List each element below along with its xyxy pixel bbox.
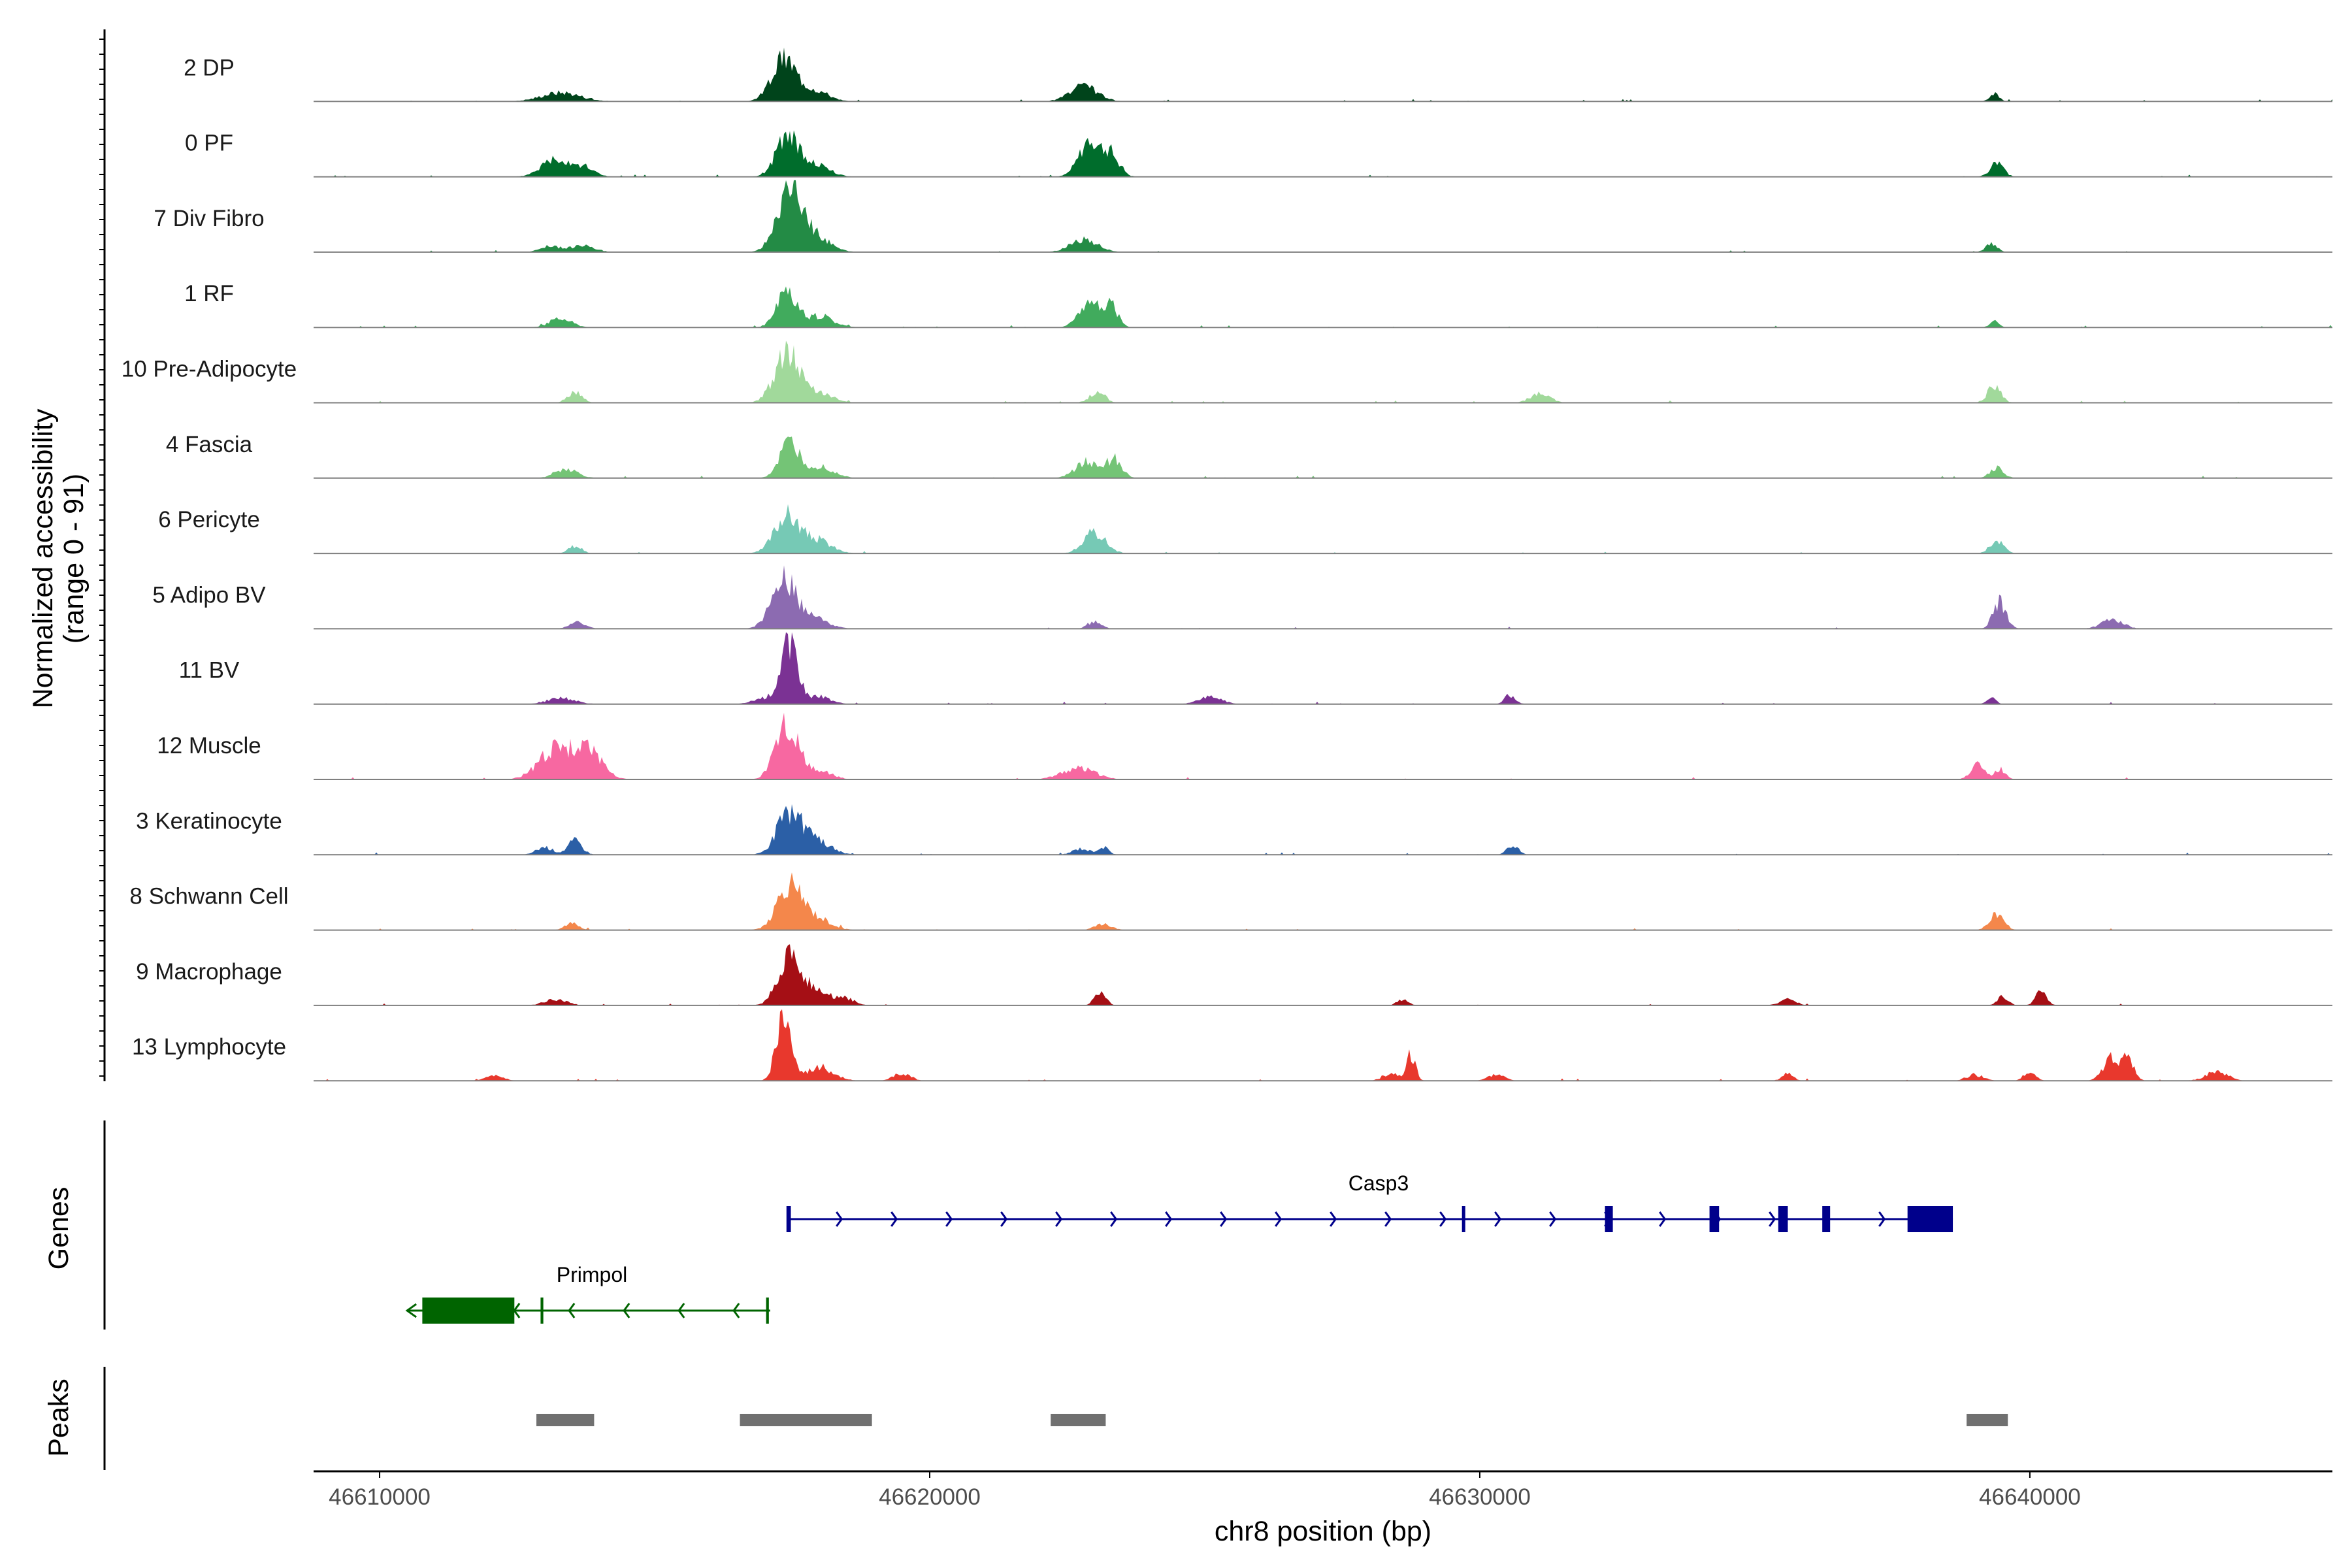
y-axis-title-line1: Normalized accessibility <box>27 408 59 708</box>
peak-region <box>536 1414 595 1426</box>
track-8-schwann-cell: 8 Schwann Cell <box>129 872 2332 931</box>
x-axis: 46610000 46620000 46630000 46640000 <box>314 1470 2332 1510</box>
track-label: 1 RF <box>184 281 234 306</box>
track-signal <box>314 565 2332 629</box>
peaks-panel <box>103 1367 2008 1470</box>
strand-arrow <box>836 1211 843 1227</box>
track-label: 13 Lymphocyte <box>132 1034 286 1060</box>
track-5-adipo-bv: 5 Adipo BV <box>152 565 2332 630</box>
strand-arrow <box>732 1303 740 1318</box>
track-label: 4 Fascia <box>166 432 253 457</box>
gene-cds-block <box>1779 1206 1788 1232</box>
track-7-div-fibro: 7 Div Fibro <box>154 180 2332 253</box>
strand-arrow <box>568 1303 576 1318</box>
track-label: 12 Muscle <box>157 733 261 759</box>
gene-cds-block <box>1710 1206 1720 1232</box>
gene-cds-block <box>1823 1206 1831 1232</box>
track-label: 6 Pericyte <box>158 507 260 532</box>
track-signal <box>314 804 2332 855</box>
gene-casp3: Casp3 <box>786 1171 1953 1232</box>
track-label: 0 PF <box>185 131 233 156</box>
accessibility-tracks: 2 DP 0 PF 7 Div Fibro 1 RF 10 Pre-Adipocyte 4… <box>122 47 2332 1082</box>
track-11-bv: 11 BV <box>179 632 2332 705</box>
strand-arrow <box>1165 1211 1173 1227</box>
strand-arrow <box>678 1303 685 1318</box>
strand-arrow <box>1330 1211 1337 1227</box>
strand-arrow <box>1000 1211 1008 1227</box>
strand-arrow <box>1878 1211 1886 1227</box>
strand-arrow <box>1275 1211 1282 1227</box>
gene-cds-block <box>423 1298 515 1324</box>
gene-exon <box>786 1206 791 1232</box>
strand-arrow <box>890 1211 898 1227</box>
strand-arrow <box>1384 1211 1392 1227</box>
track-label: 11 BV <box>179 658 240 683</box>
x-axis-title: chr8 position (bp) <box>1215 1516 1431 1547</box>
x-tick-label: 46620000 <box>879 1484 981 1510</box>
track-signal <box>314 712 2332 779</box>
gene-primpol: Primpol <box>405 1263 770 1324</box>
y-axis <box>99 29 106 1081</box>
track-label: 9 Macrophage <box>136 959 282 985</box>
strand-arrow <box>1110 1211 1118 1227</box>
track-label: 10 Pre-Adipocyte <box>122 357 297 382</box>
track-signal <box>314 130 2332 177</box>
track-12-muscle: 12 Muscle <box>157 712 2332 780</box>
track-4-fascia: 4 Fascia <box>166 432 2332 479</box>
strand-arrow <box>1494 1211 1502 1227</box>
track-signal <box>314 286 2332 328</box>
track-3-keratinocyte: 3 Keratinocyte <box>136 804 2332 856</box>
peak-region <box>740 1414 872 1426</box>
track-label: 5 Adipo BV <box>152 582 266 608</box>
genes-panel-title: Genes <box>43 1187 74 1270</box>
gene-exon <box>1462 1206 1465 1232</box>
strand-arrow <box>1549 1211 1557 1227</box>
track-signal <box>314 180 2332 252</box>
track-label: 7 Div Fibro <box>154 206 264 231</box>
track-6-pericyte: 6 Pericyte <box>158 504 2332 555</box>
peaks-panel-title: Peaks <box>43 1379 74 1457</box>
track-signal <box>314 340 2332 403</box>
track-signal <box>314 872 2332 930</box>
x-tick-label: 46630000 <box>1429 1484 1531 1510</box>
track-13-lymphocyte: 13 Lymphocyte <box>132 1009 2332 1082</box>
gene-exon <box>540 1298 544 1324</box>
track-signal <box>314 504 2332 554</box>
genes-panel: Casp3 Primpol <box>103 1120 1953 1330</box>
strand-arrow <box>1220 1211 1228 1227</box>
gene-cds-block <box>1908 1206 1953 1232</box>
track-label: 3 Keratinocyte <box>136 808 282 834</box>
strand-arrow <box>945 1211 953 1227</box>
track-label: 2 DP <box>184 55 235 80</box>
strand-arrow <box>623 1303 630 1318</box>
strand-arrow <box>405 1303 417 1318</box>
x-tick-label: 46640000 <box>1979 1484 2081 1510</box>
gene-exon <box>766 1298 769 1324</box>
track-signal <box>314 47 2332 102</box>
strand-arrow <box>1439 1211 1447 1227</box>
track-label: 8 Schwann Cell <box>129 884 288 909</box>
peak-region <box>1051 1414 1106 1426</box>
track-2-dp: 2 DP <box>184 47 2332 103</box>
track-1-rf: 1 RF <box>184 281 2332 329</box>
track-signal <box>314 632 2332 704</box>
track-signal <box>314 436 2332 478</box>
strand-arrow <box>1769 1211 1776 1227</box>
gene-cds-block <box>1606 1206 1613 1232</box>
track-10-pre-adipocyte: 10 Pre-Adipocyte <box>122 340 2332 404</box>
gene-label: Casp3 <box>1348 1171 1409 1195</box>
track-0-pf: 0 PF <box>185 130 2332 178</box>
strand-arrow <box>1659 1211 1667 1227</box>
track-signal <box>314 944 2332 1005</box>
gene-label: Primpol <box>557 1263 627 1286</box>
track-9-macrophage: 9 Macrophage <box>136 944 2332 1006</box>
track-signal <box>314 1009 2332 1081</box>
x-tick-label: 46610000 <box>329 1484 431 1510</box>
strand-arrow <box>1055 1211 1063 1227</box>
y-axis-title-line2: (range 0 - 91) <box>58 474 90 644</box>
peak-region <box>1967 1414 2008 1426</box>
